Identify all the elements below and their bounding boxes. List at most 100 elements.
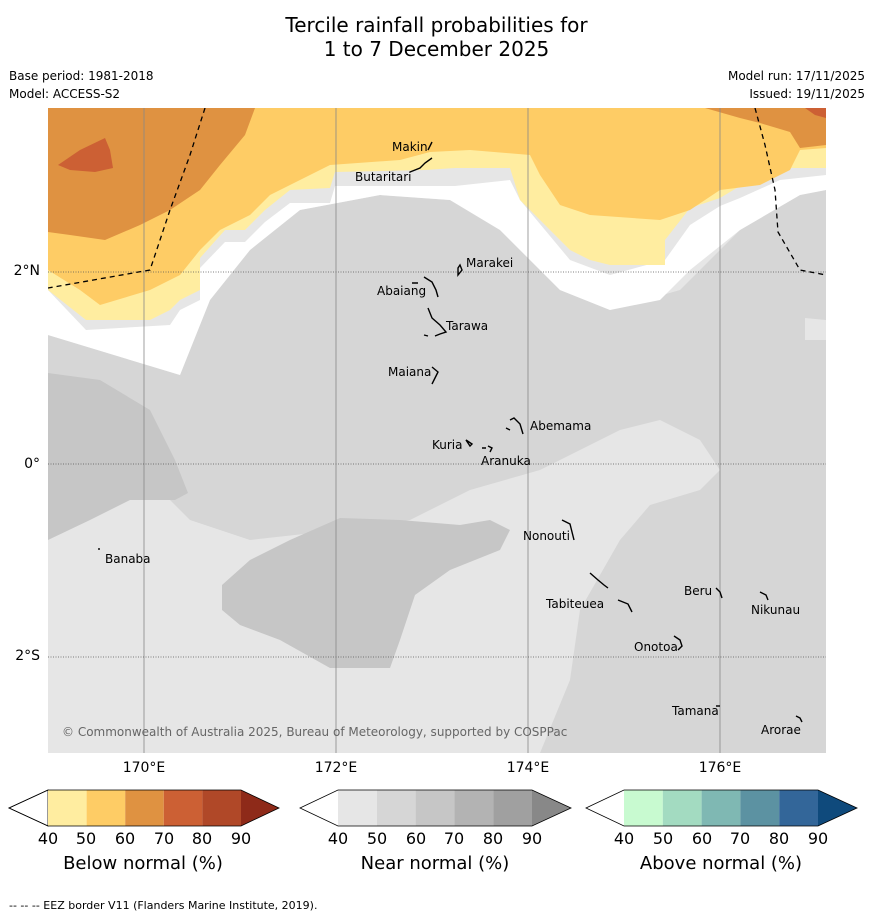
- cb-near-bin-70-80: [454, 790, 494, 826]
- label-abaiang: Abaiang: [377, 284, 426, 298]
- lat-label-0: 0°: [24, 456, 40, 472]
- lat-label-2n: 2°N: [13, 263, 40, 279]
- no-dominant-band: [48, 175, 826, 375]
- cb-near-bin-80-90: [493, 790, 532, 826]
- onotoa-island: [673, 635, 683, 651]
- label-makin: Makin: [392, 140, 428, 154]
- cb-below-arrow-high: [241, 790, 279, 826]
- map-title-line2: 1 to 7 December 2025: [323, 37, 550, 61]
- butaritari-island: [409, 157, 433, 173]
- island-outlines: [98, 141, 803, 723]
- label-aranuka: Aranuka: [481, 454, 531, 468]
- lon-label-176e: 176°E: [698, 760, 742, 776]
- nonouti-island: [561, 519, 575, 541]
- near-normal-60-70-west: [48, 373, 188, 540]
- lon-label-174e: 174°E: [506, 760, 550, 776]
- colorbar-near-normal: [299, 789, 572, 827]
- makin-island: [427, 141, 433, 151]
- cb-below-bin-40-50: [48, 790, 87, 826]
- cb-below-tick: 50: [75, 829, 97, 848]
- cb-above-arrow-high: [818, 790, 857, 826]
- cb-below-tick: 40: [37, 829, 59, 848]
- cb-near-tick: 60: [405, 829, 427, 848]
- cb-above-bin-60-70: [701, 790, 741, 826]
- eez-border: [48, 108, 826, 289]
- label-beru: Beru: [684, 584, 712, 598]
- label-abemama: Abemama: [530, 419, 591, 433]
- cb-near-bin-60-70: [415, 790, 455, 826]
- copyright-notice: © Commonwealth of Australia 2025, Bureau…: [62, 725, 567, 739]
- abaiang-island: [412, 276, 439, 298]
- cb-below-bin-60-70: [125, 790, 164, 826]
- label-tabiteuea: Tabiteuea: [545, 597, 604, 611]
- cb-below-arrow-low: [8, 789, 49, 827]
- cb-below-tick: 60: [114, 829, 136, 848]
- abemama-island: [505, 417, 524, 435]
- kuria-island: [465, 439, 474, 448]
- cb-below-tick: 90: [230, 829, 252, 848]
- cb-above-caption: Above normal (%): [639, 853, 803, 874]
- aranuka-island: [482, 445, 493, 453]
- cb-above-tick: 90: [807, 829, 829, 848]
- label-butaritari: Butaritari: [355, 170, 412, 184]
- longitude-gridlines: [143, 108, 721, 753]
- cb-above-bin-50-60: [662, 790, 702, 826]
- cb-above-tick: 50: [652, 829, 674, 848]
- cb-near-tick: 70: [443, 829, 465, 848]
- cb-above-tick: 60: [691, 829, 713, 848]
- cb-near-bin-40-50: [338, 790, 377, 826]
- label-marakei: Marakei: [466, 256, 513, 270]
- eez-legend-footer: -- -- -- EEZ border V11 (Flanders Marine…: [9, 899, 318, 912]
- tabiteuea-island: [589, 572, 633, 613]
- cb-near-tick: 80: [482, 829, 504, 848]
- label-tamana: Tamana: [671, 704, 719, 718]
- cb-above-bin-80-90: [779, 790, 818, 826]
- label-nikunau: Nikunau: [751, 603, 800, 617]
- label-kuria: Kuria: [432, 438, 463, 452]
- cb-below-caption: Below normal (%): [63, 853, 223, 874]
- issued-date: Issued: 19/11/2025: [749, 87, 865, 101]
- cb-below-bin-70-80: [163, 790, 203, 826]
- lon-label-170e: 170°E: [122, 760, 166, 776]
- label-maiana: Maiana: [388, 365, 431, 379]
- tarawa-island: [423, 307, 448, 337]
- near-normal-60-70-south: [222, 518, 510, 668]
- cb-near-caption: Near normal (%): [360, 853, 510, 874]
- label-nonouti: Nonouti: [523, 529, 570, 543]
- cb-near-tick: 50: [366, 829, 388, 848]
- maiana-island: [431, 366, 439, 385]
- model-name: Model: ACCESS-S2: [9, 87, 121, 101]
- cb-near-bin-50-60: [376, 790, 416, 826]
- cb-below-bin-80-90: [202, 790, 241, 826]
- model-run-date: Model run: 17/11/2025: [727, 69, 865, 83]
- cb-near-arrow-low: [300, 790, 338, 826]
- cb-below-tick: 70: [153, 829, 175, 848]
- place-labels: Makin Butaritari Marakei Abaiang Tarawa …: [105, 140, 801, 737]
- cb-above-tick: 70: [729, 829, 751, 848]
- probability-field: Makin Butaritari Marakei Abaiang Tarawa …: [48, 108, 826, 753]
- marakei-island: [457, 263, 463, 277]
- colorbar-below-normal: [8, 789, 280, 827]
- lon-label-172e: 172°E: [314, 760, 358, 776]
- cb-above-bin-70-80: [740, 790, 780, 826]
- latitude-gridlines: [48, 271, 826, 658]
- cb-near-arrow-high: [532, 790, 571, 826]
- cb-near-tick: 40: [327, 829, 349, 848]
- cb-above-tick: 80: [768, 829, 790, 848]
- cb-below-tick: 80: [191, 829, 213, 848]
- label-onotoa: Onotoa: [634, 640, 678, 654]
- label-banaba: Banaba: [105, 552, 151, 566]
- colorbar-above-normal: [585, 789, 858, 827]
- cb-above-bin-40-50: [624, 790, 663, 826]
- label-arorae: Arorae: [761, 723, 801, 737]
- beru-island: [715, 587, 723, 599]
- lat-label-2s: 2°S: [15, 648, 40, 664]
- below-normal-70-80-east: [805, 108, 826, 118]
- base-period: Base period: 1981-2018: [9, 69, 154, 83]
- below-normal-60-70-east: [705, 108, 826, 148]
- below-normal-70-80-west: [58, 138, 113, 172]
- cb-near-tick: 90: [521, 829, 543, 848]
- cb-above-arrow-low: [586, 790, 624, 826]
- map-title-line1: Tercile rainfall probabilities for: [285, 13, 588, 37]
- cb-below-bin-50-60: [86, 790, 126, 826]
